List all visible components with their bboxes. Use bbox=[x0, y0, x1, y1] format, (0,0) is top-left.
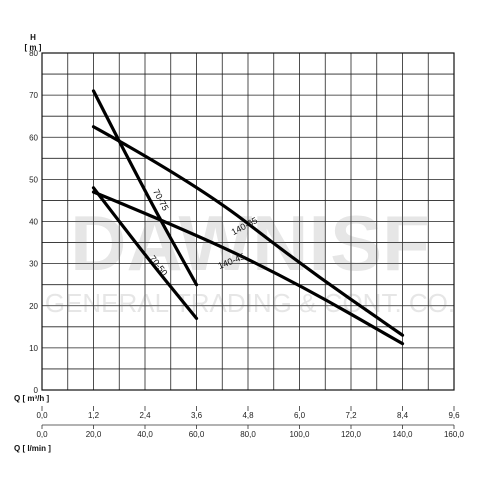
y-tick-label: 10 bbox=[29, 344, 38, 353]
y-tick-label: 60 bbox=[29, 133, 38, 142]
x-tick-label: 9,6 bbox=[448, 411, 460, 420]
chart-tick-labels: 0,0 1,2 2,4 3,6 4,8 6,0 7,2 8,4 9,6 0,0 20,0 40,0 60… bbox=[29, 49, 464, 439]
y-axis-unit: [ m ] bbox=[25, 43, 42, 52]
chart-grid bbox=[41, 52, 455, 426]
x2-tick-label: 100,0 bbox=[289, 430, 310, 439]
x2-tick-label: 40,0 bbox=[137, 430, 153, 439]
y-axis-title: H bbox=[30, 33, 36, 42]
x-tick-label: 2,4 bbox=[139, 411, 151, 420]
y-tick-label: 50 bbox=[29, 175, 38, 184]
x2-tick-label: 120,0 bbox=[341, 430, 362, 439]
series-curve-140-65 bbox=[91, 125, 405, 337]
watermark-tagline: GENERAL TRADING & CONT. CO. bbox=[45, 288, 455, 318]
y-tick-label: 40 bbox=[29, 218, 38, 227]
y-tick-label: 20 bbox=[29, 302, 38, 311]
x2-tick-label: 20,0 bbox=[86, 430, 102, 439]
x-axis-title-primary: Q [ m³/h ] bbox=[14, 394, 49, 403]
series-curve-70-75 bbox=[91, 89, 199, 287]
x2-tick-label: 80,0 bbox=[240, 430, 256, 439]
series-curve-70-50 bbox=[91, 186, 199, 320]
watermark-brand: DAWNISF bbox=[70, 199, 430, 287]
x2-tick-label: 0,0 bbox=[36, 430, 48, 439]
plot-frame bbox=[41, 52, 455, 391]
x-tick-label: 0,0 bbox=[36, 411, 48, 420]
x-tick-label: 1,2 bbox=[88, 411, 100, 420]
x-tick-label: 8,4 bbox=[397, 411, 409, 420]
series-curve-140-45 bbox=[91, 190, 405, 346]
watermark: DAWNISF GENERAL TRADING & CONT. CO. bbox=[45, 199, 455, 318]
x-tick-label: 3,6 bbox=[191, 411, 203, 420]
x2-tick-label: 160,0 bbox=[444, 430, 465, 439]
x-tick-label: 4,8 bbox=[242, 411, 254, 420]
x2-tick-label: 60,0 bbox=[189, 430, 205, 439]
y-tick-label: 0 bbox=[34, 386, 39, 395]
x-tick-label: 7,2 bbox=[345, 411, 357, 420]
x2-tick-label: 140,0 bbox=[392, 430, 413, 439]
y-tick-label: 70 bbox=[29, 91, 38, 100]
x-tick-label: 6,0 bbox=[294, 411, 306, 420]
y-tick-label: 30 bbox=[29, 260, 38, 269]
x-axis-title-secondary: Q [ l/min ] bbox=[14, 444, 51, 453]
y-tick-label: 80 bbox=[29, 49, 38, 58]
